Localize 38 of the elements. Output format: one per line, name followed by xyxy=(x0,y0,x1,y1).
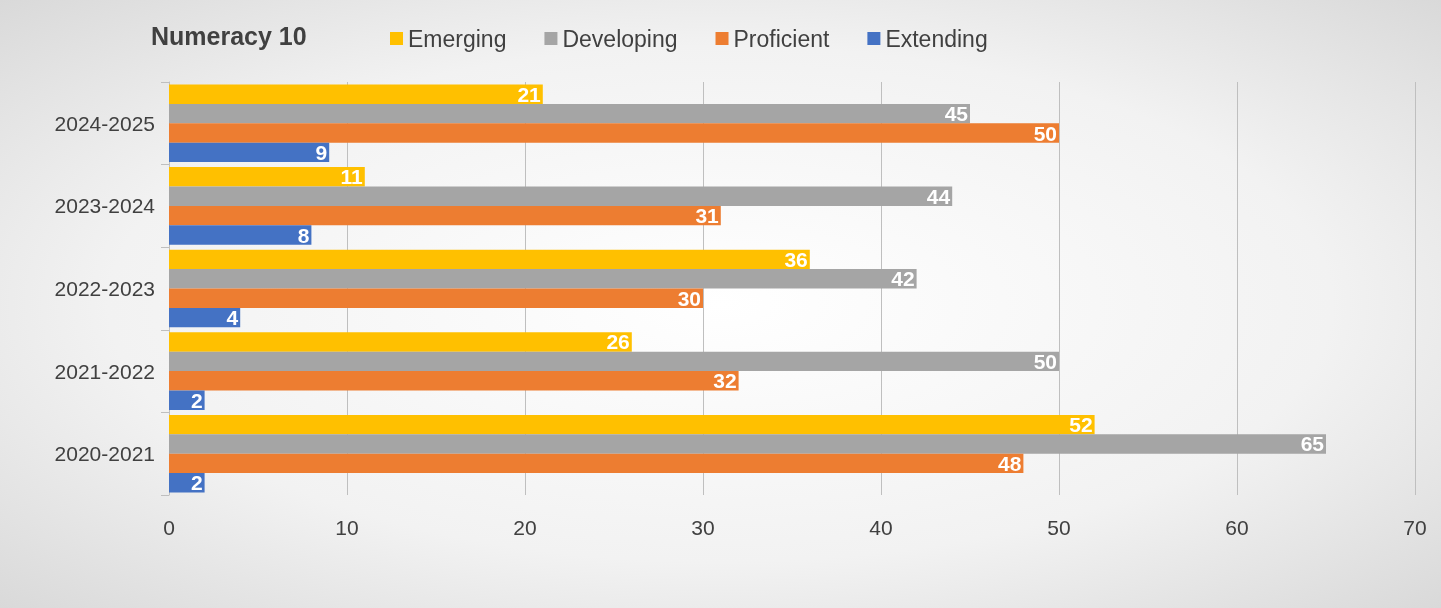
data-label: 50 xyxy=(1033,121,1057,145)
x-tick-label: 50 xyxy=(1047,516,1071,539)
x-tick-label: 30 xyxy=(691,516,715,539)
data-label: 65 xyxy=(1300,432,1325,456)
y-tick-label: 2024-2025 xyxy=(54,111,155,135)
data-label: 42 xyxy=(891,267,915,291)
data-label: 8 xyxy=(297,223,310,247)
data-label: 4 xyxy=(226,306,239,330)
data-label: 31 xyxy=(695,204,720,228)
legend-label: Emerging xyxy=(408,25,507,52)
x-tick-label: 40 xyxy=(869,516,893,539)
x-tick-label: 70 xyxy=(1403,516,1427,539)
x-tick-label: 0 xyxy=(163,516,175,539)
y-tick-label: 2023-2024 xyxy=(54,194,156,218)
x-tick-label: 10 xyxy=(335,516,359,539)
y-tick-label: 2021-2022 xyxy=(54,359,155,383)
chart-title: Numeracy 10 xyxy=(151,21,307,50)
data-label: 26 xyxy=(606,330,630,354)
data-label: 44 xyxy=(926,184,951,208)
data-label: 36 xyxy=(784,247,808,271)
data-label: 11 xyxy=(340,165,364,189)
x-tick-label: 20 xyxy=(513,516,537,539)
data-label: 2 xyxy=(190,388,203,412)
data-label: 21 xyxy=(517,82,542,106)
data-label: 48 xyxy=(998,451,1022,475)
data-label: 30 xyxy=(677,286,701,310)
legend-label: Developing xyxy=(562,25,678,52)
data-label: 2 xyxy=(190,471,203,495)
y-tick-label: 2022-2023 xyxy=(54,277,155,300)
legend-label: Extending xyxy=(885,25,988,52)
y-tick-label: 2020-2021 xyxy=(54,442,155,466)
data-label: 9 xyxy=(315,140,328,164)
data-label: 45 xyxy=(944,102,969,126)
x-tick-label: 60 xyxy=(1225,516,1249,539)
legend-label: Proficient xyxy=(733,25,830,52)
data-label: 50 xyxy=(1033,349,1057,373)
data-label: 32 xyxy=(713,369,737,393)
data-label: 52 xyxy=(1069,413,1093,437)
